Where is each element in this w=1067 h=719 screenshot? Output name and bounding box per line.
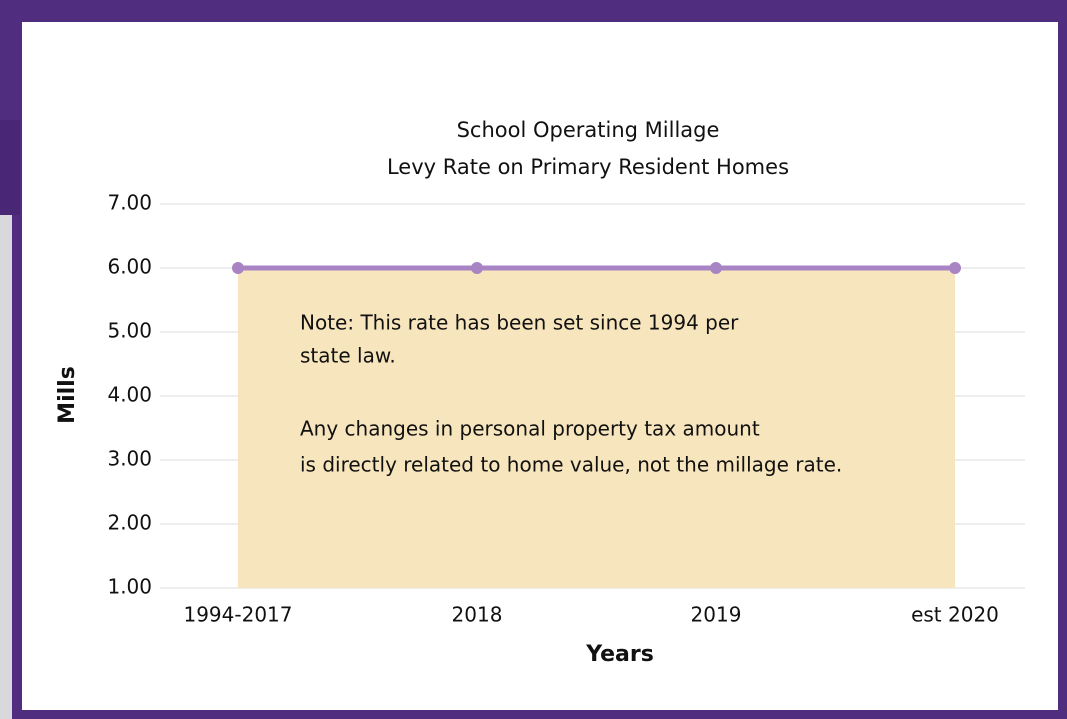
y-tick-label: 6.00: [107, 255, 152, 279]
chart-title: School Operating Millage: [457, 118, 720, 142]
side-tab: [0, 120, 20, 215]
side-strip: [0, 215, 12, 719]
x-tick-label: 2018: [452, 603, 503, 627]
annotation: state law.: [300, 344, 396, 368]
x-tick-label: 2019: [691, 603, 742, 627]
area: [238, 268, 955, 588]
marker: [949, 262, 961, 274]
y-tick-label: 5.00: [107, 319, 152, 343]
y-tick-label: 1.00: [107, 575, 152, 599]
marker: [232, 262, 244, 274]
chart-subtitle: Levy Rate on Primary Resident Homes: [387, 155, 789, 179]
annotation: Note: This rate has been set since 1994 …: [300, 311, 739, 335]
y-tick-label: 7.00: [107, 191, 152, 215]
annotation: Any changes in personal property tax amo…: [300, 417, 760, 441]
y-tick-label: 4.00: [107, 383, 152, 407]
x-tick-label: est 2020: [911, 603, 999, 627]
marker: [471, 262, 483, 274]
y-tick-label: 2.00: [107, 511, 152, 535]
x-axis-label: Years: [585, 642, 654, 667]
y-axis-label: Mills: [55, 366, 80, 424]
y-tick-label: 3.00: [107, 447, 152, 471]
x-tick-label: 1994-2017: [183, 603, 292, 627]
marker: [710, 262, 722, 274]
annotation: is directly related to home value, not t…: [300, 453, 842, 477]
